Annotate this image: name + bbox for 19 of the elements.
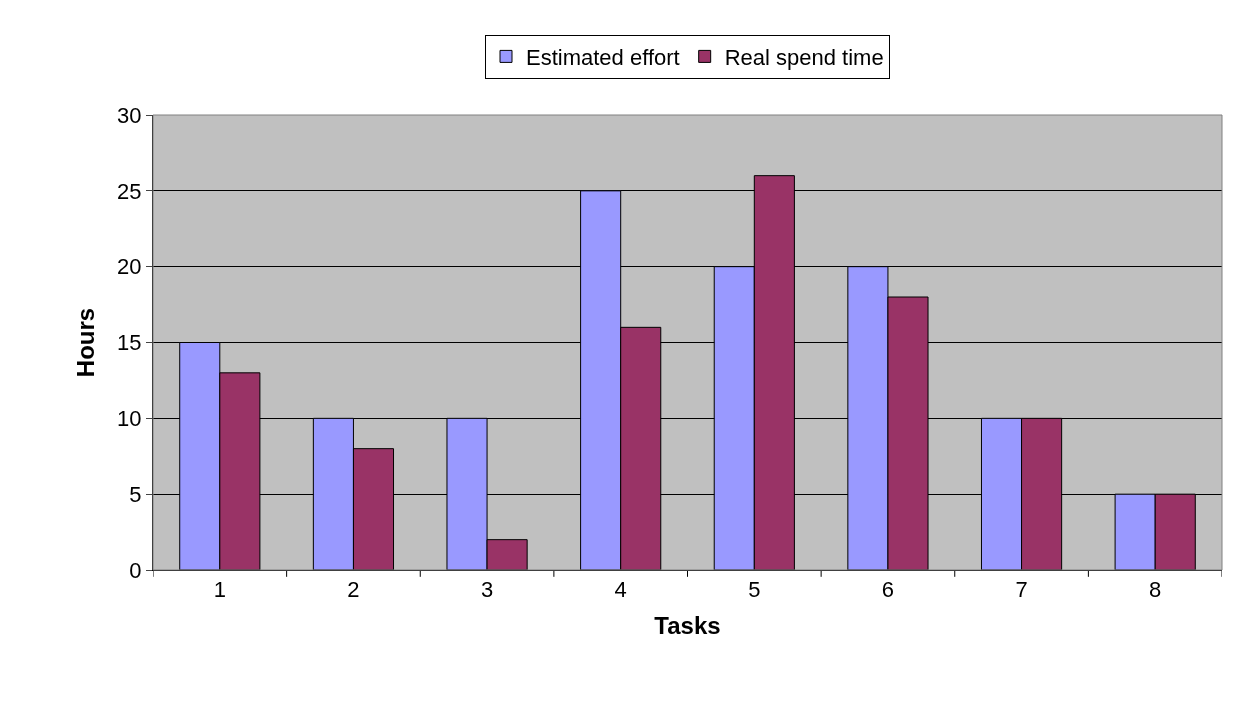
x-tick-label: 2 — [347, 577, 360, 603]
y-tick-label: 30 — [117, 102, 142, 128]
x-tick-label: 8 — [1149, 577, 1162, 603]
y-tick-label: 15 — [117, 330, 142, 356]
legend-label: Real spend time — [724, 44, 884, 70]
legend-label: Estimated effort — [526, 44, 680, 70]
x-tick-label: 6 — [881, 577, 895, 603]
x-tick-label: 3 — [480, 577, 494, 603]
x-tick-label: 1 — [213, 577, 226, 603]
y-tick-label: 5 — [129, 481, 142, 507]
x-tick-label: 4 — [614, 577, 627, 603]
y-tick-label: 25 — [117, 178, 142, 204]
y-tick-label: 20 — [117, 254, 142, 280]
x-tick-label: 7 — [1015, 577, 1028, 603]
x-axis-title: Tasks — [654, 611, 721, 639]
y-tick-label: 10 — [117, 406, 142, 432]
y-axis-title: Hours — [72, 307, 100, 378]
x-tick-label: 5 — [748, 577, 761, 603]
y-tick-label: 0 — [129, 557, 142, 583]
